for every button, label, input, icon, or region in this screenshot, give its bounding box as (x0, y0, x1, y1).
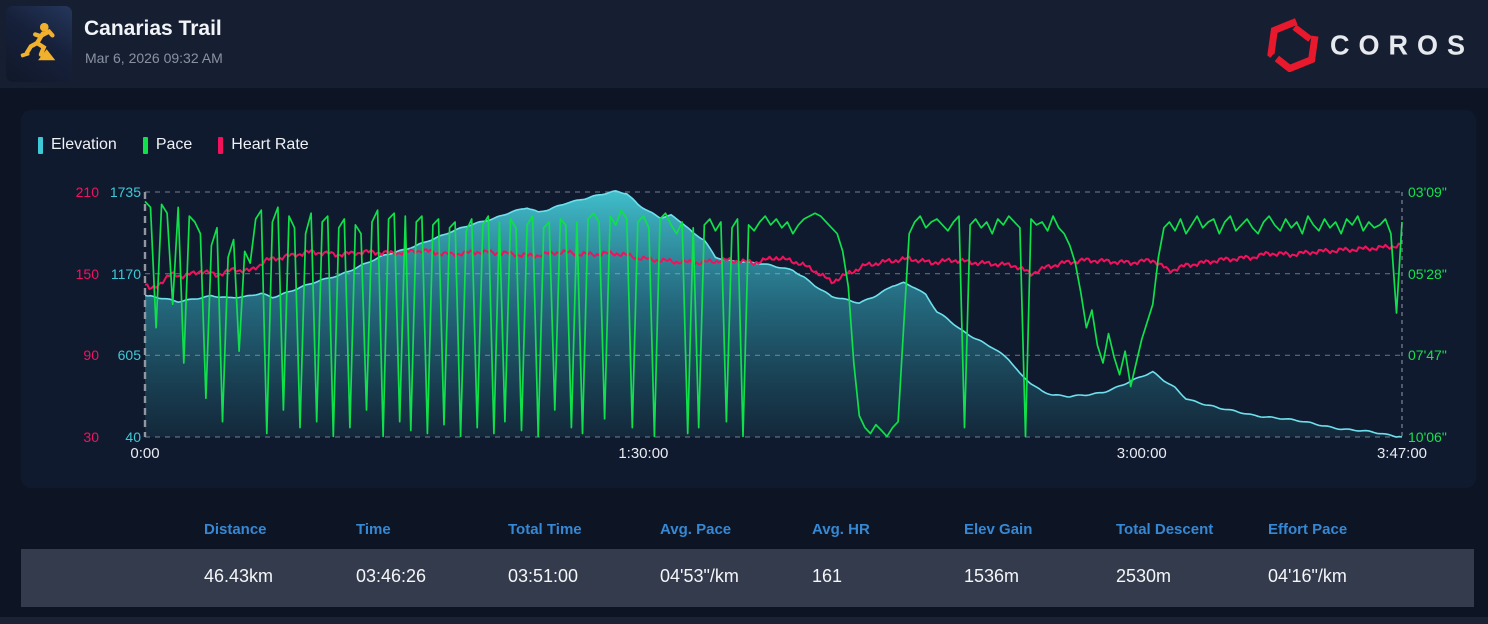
header-bar: Canarias Trail Mar 6, 2026 09:32 AM CORO… (0, 0, 1488, 88)
stat-label-avg-pace: Avg. Pace (660, 521, 732, 538)
legend-label: Pace (155, 136, 193, 153)
legend-label: Elevation (51, 136, 117, 153)
stat-label-total-descent: Total Descent (1116, 521, 1214, 538)
time-axis-tick: 3:00:00 (1116, 445, 1167, 462)
pace-axis-tick: 07'47" (1408, 347, 1447, 364)
stat-label-elev-gain: Elev Gain (964, 521, 1033, 538)
stat-label-avg-hr: Avg. HR (812, 521, 870, 538)
activity-chart[interactable]: 210 150 90 30 1735 1170 605 40 03'09" 05'28" 07'47… (21, 110, 1476, 488)
legend-swatch (142, 136, 148, 154)
coros-logo: COROS (1266, 16, 1474, 74)
stat-value-effort-pace: 04'16"/km (1268, 566, 1347, 586)
pace-axis-tick: 03'09" (1408, 184, 1447, 200)
legend-label: Heart Rate (231, 136, 309, 153)
coros-wordmark: COROS (1329, 28, 1474, 61)
hr-axis-tick: 210 (75, 184, 99, 200)
elevation-axis-tick: 1735 (109, 184, 141, 200)
legend-item-heart-rate[interactable]: Heart Rate (218, 136, 309, 154)
time-axis-tick: 1:30:00 (618, 445, 669, 462)
chart-legend: Elevation Pace Heart Rate (38, 136, 309, 154)
stat-value-avg-pace: 04'53"/km (660, 566, 739, 586)
stat-value-avg-hr: 161 (812, 566, 843, 586)
stat-value-total-descent: 2530m (1116, 566, 1172, 586)
legend-swatch (218, 136, 224, 154)
stat-value-elev-gain: 1536m (964, 566, 1020, 586)
activity-datetime: Mar 6, 2026 09:32 AM (85, 50, 223, 66)
page-title: Canarias Trail (84, 17, 222, 40)
stat-label-total-time: Total Time (508, 521, 582, 538)
stats-value-row (21, 549, 1474, 607)
chart-panel: 210 150 90 30 1735 1170 605 40 03'09" 05'28" 07'47… (21, 110, 1476, 488)
legend-swatch (38, 136, 43, 154)
stat-label-time: Time (356, 521, 391, 538)
stat-value-time: 03:46:26 (356, 566, 427, 586)
hr-axis-tick: 150 (75, 265, 99, 282)
stat-label-distance: Distance (204, 521, 267, 538)
time-axis-tick: 3:47:00 (1376, 445, 1428, 462)
pace-axis-tick: 05'28" (1408, 265, 1447, 282)
elevation-axis-tick: 40 (125, 429, 141, 445)
stat-value-total-time: 03:51:00 (508, 566, 579, 586)
coros-emblem-icon (1267, 18, 1319, 72)
legend-item-elevation[interactable]: Elevation (38, 136, 117, 154)
activity-icon-tile (6, 6, 72, 82)
time-axis-tick: 0:00 (130, 445, 160, 462)
stat-value-distance: 46.43km (204, 566, 274, 586)
stat-label-effort-pace: Effort Pace (1268, 521, 1348, 538)
pace-line (144, 200, 1403, 438)
legend-item-pace[interactable]: Pace (142, 136, 193, 154)
hr-axis-tick: 30 (83, 429, 99, 445)
bottom-strip (0, 617, 1488, 624)
trail-run-icon (20, 22, 56, 61)
stats-table: Distance 46.43km Time 03:46:26 Total Time 03:… (21, 509, 1476, 607)
hr-axis-tick: 90 (83, 347, 99, 364)
elevation-axis-tick: 605 (117, 347, 141, 364)
elevation-axis-tick: 1170 (110, 265, 141, 282)
pace-axis-tick: 10'06" (1408, 429, 1447, 445)
